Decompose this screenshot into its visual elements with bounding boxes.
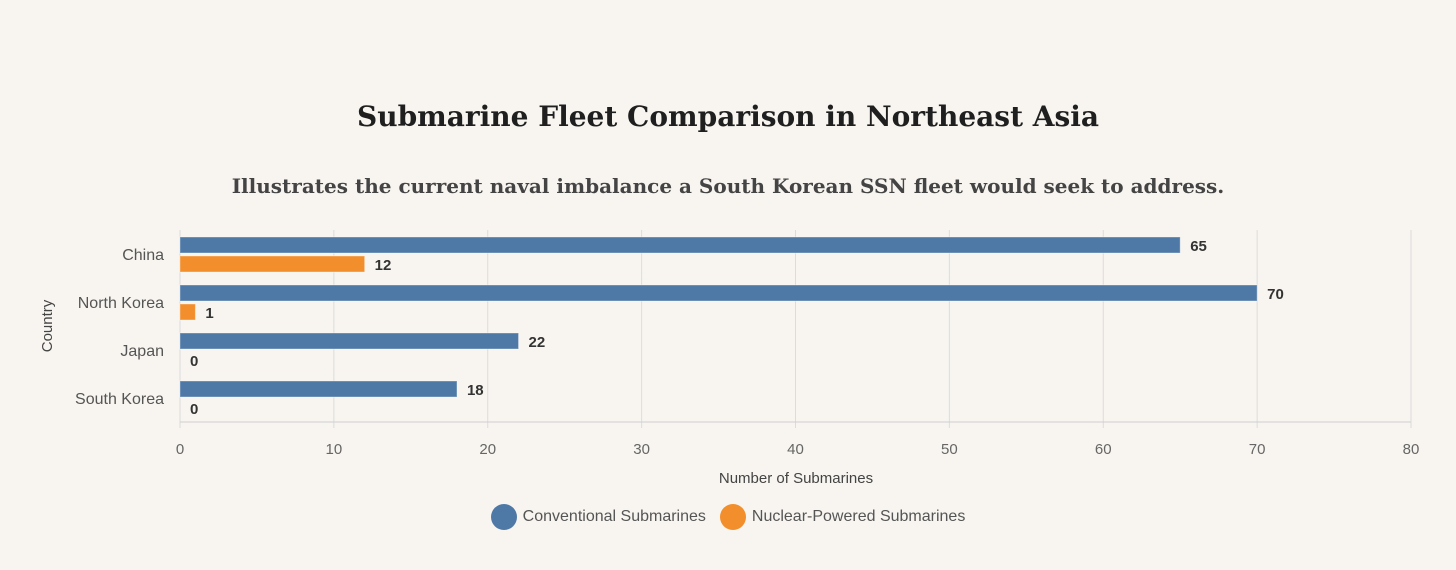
chart-title: Submarine Fleet Comparison in Northeast … <box>356 100 1100 133</box>
data-label-0-2: 22 <box>529 334 546 351</box>
bar-1-0 <box>179 255 366 273</box>
data-label-0-1: 70 <box>1267 286 1284 303</box>
x-tick-label-6: 60 <box>1095 441 1112 458</box>
x-tick-label-1: 10 <box>326 441 343 458</box>
data-label-0-3: 18 <box>467 382 484 399</box>
x-tick-label-2: 20 <box>479 441 496 458</box>
x-tick-label-3: 30 <box>633 441 650 458</box>
x-tick-label-4: 40 <box>787 441 804 458</box>
data-label-1-0: 12 <box>375 257 392 274</box>
bar-0-1 <box>179 284 1258 302</box>
chart-subtitle: Illustrates the current naval imbalance … <box>231 174 1225 198</box>
legend-label-conventional: Conventional Submarines <box>522 508 706 525</box>
data-label-1-3: 0 <box>190 401 198 418</box>
legend: Conventional Submarines Nuclear-Powered … <box>0 504 1456 530</box>
data-label-0-0: 65 <box>1190 238 1207 255</box>
data-label-1-2: 0 <box>190 353 198 370</box>
bar-1-1 <box>179 303 196 321</box>
category-label-1: North Korea <box>78 295 164 312</box>
x-tick-label-5: 50 <box>941 441 958 458</box>
y-axis-title: Country <box>39 299 56 352</box>
x-tick-label-8: 80 <box>1403 441 1420 458</box>
bar-0-2 <box>179 332 520 350</box>
x-tick-label-7: 70 <box>1249 441 1266 458</box>
legend-swatch-nuclear <box>719 504 746 530</box>
data-label-1-1: 1 <box>205 305 213 322</box>
x-axis-title: Number of Submarines <box>719 470 873 487</box>
bar-0-3 <box>179 380 458 398</box>
x-tick-label-0: 0 <box>176 441 184 458</box>
legend-item-nuclear[interactable]: Nuclear-Powered Submarines <box>719 504 966 530</box>
bar-0-0 <box>179 236 1181 254</box>
category-label-3: South Korea <box>75 391 164 408</box>
legend-swatch-conventional <box>490 504 517 530</box>
category-label-2: Japan <box>120 343 164 360</box>
category-label-0: China <box>122 247 164 264</box>
legend-label-nuclear: Nuclear-Powered Submarines <box>751 508 966 525</box>
legend-item-conventional[interactable]: Conventional Submarines <box>490 504 706 530</box>
